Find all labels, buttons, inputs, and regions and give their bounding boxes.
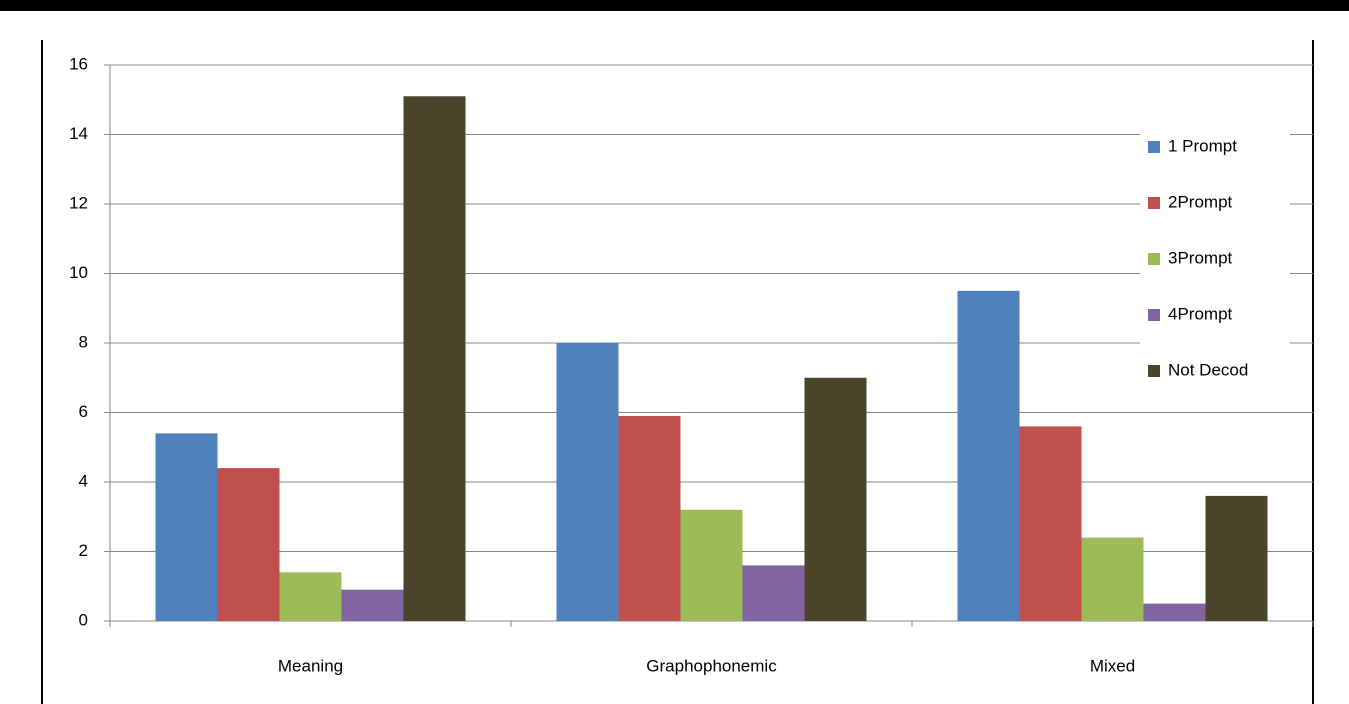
y-tick-label: 14: [69, 124, 88, 143]
legend-label: 3Prompt: [1168, 248, 1233, 267]
y-tick-label: 4: [79, 471, 88, 490]
legend-label: 4Prompt: [1168, 304, 1233, 323]
bar: [618, 415, 681, 621]
legend-label: 2Prompt: [1168, 192, 1233, 211]
bar: [1019, 426, 1082, 621]
top-border: [0, 0, 1349, 11]
x-tick-label: Meaning: [278, 656, 343, 675]
legend-swatch: [1148, 365, 1160, 377]
bar: [742, 565, 805, 621]
x-tick-label: Mixed: [1090, 656, 1135, 675]
bar: [556, 343, 619, 621]
bar: [1205, 495, 1268, 621]
legend-label: Not Decod: [1168, 360, 1248, 379]
y-tick-label: 8: [79, 332, 88, 351]
legend-swatch: [1148, 253, 1160, 265]
bar: [804, 377, 867, 621]
y-tick-label: 12: [69, 193, 88, 212]
bar: [1081, 537, 1144, 621]
bar: [279, 572, 342, 621]
y-tick-label: 0: [79, 610, 88, 629]
legend-swatch: [1148, 197, 1160, 209]
bar: [217, 468, 280, 621]
legend-label: 1 Prompt: [1168, 136, 1237, 155]
legend-box: [1140, 125, 1290, 395]
bar: [1143, 603, 1206, 621]
bar: [403, 96, 466, 621]
y-tick-label: 16: [69, 54, 88, 73]
bar: [957, 290, 1020, 621]
legend-swatch: [1148, 309, 1160, 321]
bar: [680, 509, 743, 621]
legend-swatch: [1148, 141, 1160, 153]
y-tick-label: 6: [79, 402, 88, 421]
y-tick-label: 10: [69, 263, 88, 282]
bar: [341, 589, 404, 621]
x-tick-label: Graphophonemic: [646, 656, 777, 675]
bar: [155, 433, 218, 621]
y-tick-label: 2: [79, 541, 88, 560]
